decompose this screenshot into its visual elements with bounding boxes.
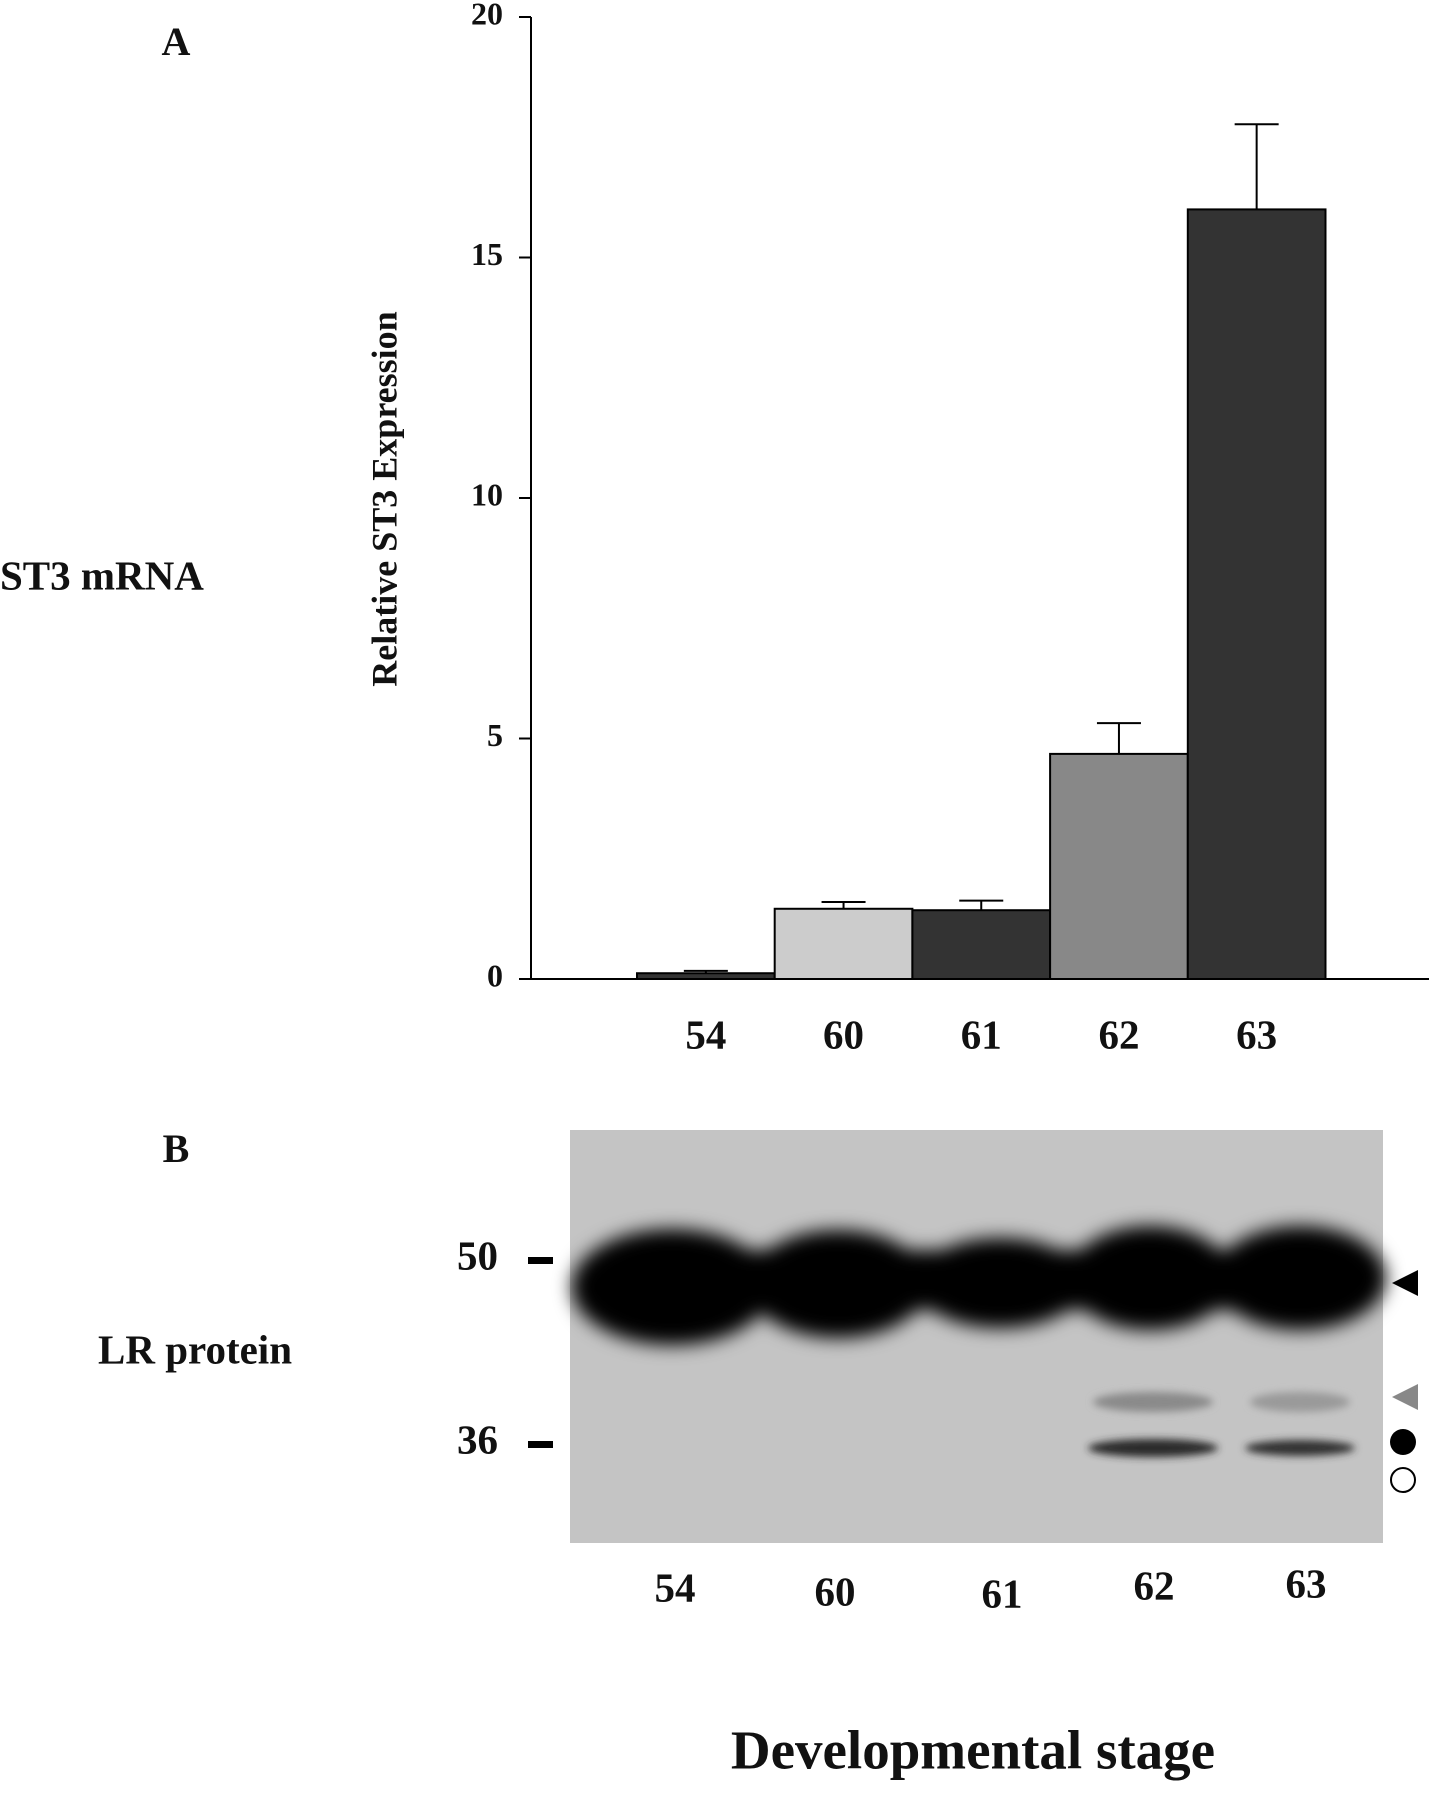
x-tick-label: 54 — [685, 1011, 726, 1057]
y-tick-label: 0 — [487, 957, 503, 993]
x-tick-label: 62 — [1098, 1011, 1139, 1057]
x-tick-label: 61 — [961, 1011, 1002, 1057]
lane-labels: 54 60 61 62 63 — [655, 1560, 1327, 1616]
x-tick-label: 63 — [1236, 1011, 1277, 1057]
mw-markers: 50 36 — [457, 1232, 553, 1462]
x-tick-label: 60 — [823, 1011, 864, 1057]
mw-marker-label: 50 — [457, 1232, 498, 1278]
bar — [1049, 752, 1189, 981]
bar — [773, 907, 914, 980]
y-axis-label: Relative ST3 Expression — [364, 311, 404, 686]
mw-marker-label: 36 — [457, 1416, 498, 1462]
y-tick-label: 5 — [487, 717, 503, 753]
bar-plot: 0 5 10 15 20 54 60 61 62 63 — [471, 0, 1429, 1057]
panel-label: B — [163, 1126, 190, 1171]
mw-marker-dash — [528, 1441, 553, 1448]
lane-label: 61 — [982, 1570, 1023, 1616]
lane-label: 54 — [655, 1564, 696, 1610]
x-axis-label: Developmental stage — [731, 1720, 1215, 1781]
panel-label: A — [162, 19, 191, 64]
row-label: LR protein — [98, 1326, 292, 1372]
bar — [636, 972, 776, 981]
y-tick-label: 20 — [471, 0, 503, 31]
y-tick-label: 10 — [471, 476, 503, 512]
lane-label: 62 — [1134, 1562, 1175, 1608]
lane-label: 63 — [1286, 1560, 1327, 1606]
row-label: ST3 mRNA — [0, 552, 204, 598]
mw-marker-dash — [528, 1257, 553, 1264]
bar — [1186, 208, 1327, 980]
y-tick-label: 15 — [471, 236, 503, 272]
western-blot — [570, 1130, 1418, 1543]
bar — [911, 909, 1052, 980]
lane-label: 60 — [815, 1568, 856, 1614]
